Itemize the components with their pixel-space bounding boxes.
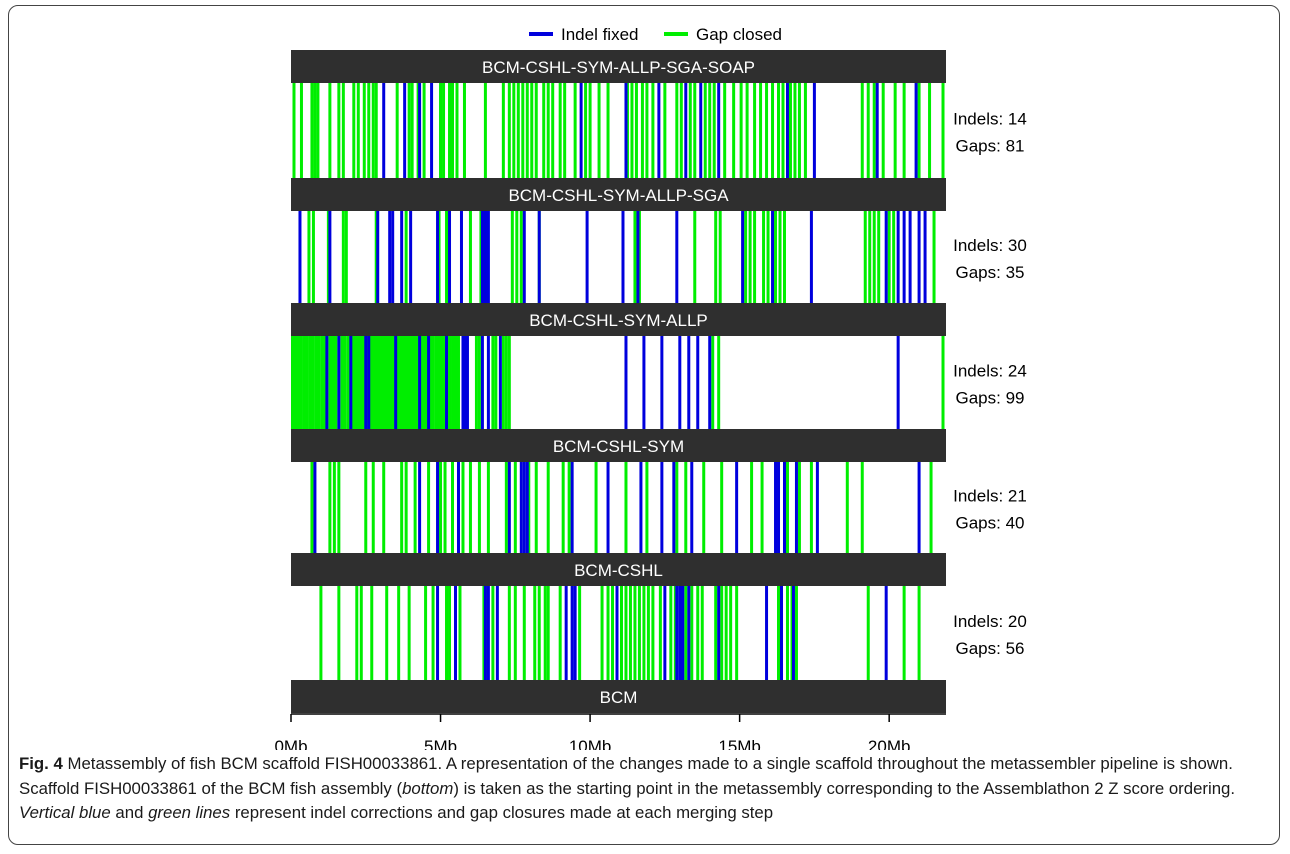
track-bar [291, 178, 946, 211]
indels-count-label: Indels: 21 [953, 487, 1027, 506]
legend-label: Gap closed [696, 25, 782, 44]
track-bar [291, 303, 946, 336]
track-bar [291, 50, 946, 83]
track-name: BCM-CSHL-SYM-ALLP-SGA [508, 186, 729, 205]
gaps-count-label: Gaps: 40 [956, 514, 1025, 533]
indels-count-label: Indels: 20 [953, 612, 1027, 631]
track-name: BCM-CSHL [574, 561, 663, 580]
track-bar [291, 680, 946, 713]
gaps-count-label: Gaps: 81 [956, 137, 1025, 156]
caption-text-2: ) is taken as the starting point in the … [453, 778, 1236, 798]
caption-italic-3: green lines [148, 803, 231, 822]
gaps-count-label: Gaps: 99 [956, 389, 1025, 408]
x-tick-label: 15Mb [718, 737, 761, 750]
chart-tracks: Indels: 14 Gaps: 81 BCM-CSHL-SYM-ALLP-SGA-… [290, 50, 1027, 713]
x-axis: 0Mb 5Mb 10Mb 15Mb 20Mb [274, 713, 946, 750]
figure-frame [8, 5, 1280, 845]
x-tick-label: 10Mb [569, 737, 612, 750]
track-bar [291, 553, 946, 586]
x-tick-label: 5Mb [424, 737, 457, 750]
metassembly-chart: Indel fixed Gap closed Indels: 14 Gaps: 81… [274, 25, 1027, 750]
track-name: BCM-CSHL-SYM-ALLP [529, 311, 708, 330]
caption-text-1: Metassembly of fish BCM scaffold FISH000… [19, 754, 1233, 798]
legend-label: Indel fixed [561, 25, 639, 44]
indels-count-label: Indels: 14 [953, 110, 1027, 129]
caption-text-3: and [110, 803, 149, 822]
x-tick-label: 0Mb [274, 737, 307, 750]
track-name: BCM [600, 688, 638, 707]
gaps-count-label: Gaps: 56 [956, 639, 1025, 658]
track-name: BCM-CSHL-SYM-ALLP-SGA-SOAP [482, 58, 755, 77]
chart-legend: Indel fixed Gap closed [529, 25, 782, 44]
figure-caption: Fig. 4 Metassembly of fish BCM scaffold … [19, 752, 1274, 826]
caption-italic-2: Vertical blue [19, 803, 111, 822]
track-bar [291, 429, 946, 462]
gaps-count-label: Gaps: 35 [956, 263, 1025, 282]
caption-italic-1: bottom [402, 778, 454, 798]
indels-count-label: Indels: 24 [953, 362, 1027, 381]
figure-label: Fig. 4 [19, 754, 63, 773]
caption-text-4: represent indel corrections and gap clos… [230, 803, 774, 822]
indels-count-label: Indels: 30 [953, 236, 1027, 255]
x-tick-label: 20Mb [868, 737, 911, 750]
track-name: BCM-CSHL-SYM [553, 437, 684, 456]
